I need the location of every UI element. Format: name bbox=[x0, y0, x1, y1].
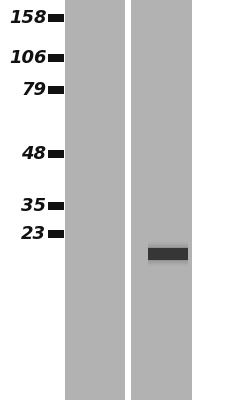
Text: 79: 79 bbox=[21, 81, 46, 99]
Bar bbox=[131, 0, 191, 400]
Text: 158: 158 bbox=[9, 9, 46, 27]
Bar bbox=[147, 242, 187, 266]
Text: 48: 48 bbox=[21, 145, 46, 163]
Bar bbox=[48, 230, 64, 238]
Bar bbox=[65, 0, 125, 400]
Text: 106: 106 bbox=[9, 49, 46, 67]
Bar bbox=[147, 244, 187, 264]
Bar bbox=[48, 202, 64, 210]
Bar bbox=[147, 245, 187, 262]
Bar bbox=[48, 54, 64, 62]
Bar bbox=[147, 248, 187, 260]
Text: 35: 35 bbox=[21, 197, 46, 215]
Bar bbox=[48, 150, 64, 158]
Bar bbox=[48, 14, 64, 22]
Bar bbox=[48, 86, 64, 94]
Text: 23: 23 bbox=[21, 225, 46, 243]
Bar bbox=[147, 247, 187, 261]
